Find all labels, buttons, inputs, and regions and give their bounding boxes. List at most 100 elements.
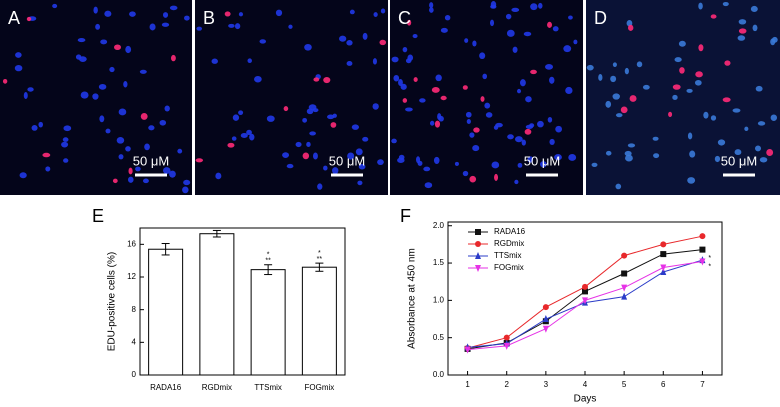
nucleus xyxy=(627,143,636,148)
nucleus xyxy=(339,35,347,42)
nucleus xyxy=(75,54,82,60)
nucleus xyxy=(372,103,379,110)
nucleus xyxy=(19,172,27,179)
nucleus xyxy=(23,92,28,99)
nucleus xyxy=(159,119,167,126)
nucleus xyxy=(717,139,726,146)
nucleus xyxy=(247,58,252,64)
nucleus xyxy=(144,143,150,151)
nucleus xyxy=(351,124,360,130)
nucleus xyxy=(125,45,132,54)
nucleus xyxy=(482,73,488,80)
nucleus xyxy=(182,186,189,194)
edu-nucleus xyxy=(140,112,148,120)
edu-nucleus xyxy=(668,111,673,117)
nucleus xyxy=(674,57,682,63)
edu-nucleus xyxy=(302,152,310,160)
nucleus xyxy=(555,125,562,133)
nucleus xyxy=(286,163,294,169)
nucleus xyxy=(135,166,141,172)
nucleus xyxy=(750,5,758,13)
x-tick-label: RGDmix xyxy=(202,383,232,392)
nucleus xyxy=(142,178,149,184)
significance: * xyxy=(267,252,270,259)
nucleus xyxy=(472,40,477,47)
panel-label: B xyxy=(203,8,215,28)
edu-nucleus xyxy=(170,54,176,62)
edu-nucleus xyxy=(128,167,133,175)
marker xyxy=(475,252,481,259)
nucleus xyxy=(687,177,696,184)
nucleus xyxy=(565,86,573,95)
marker xyxy=(464,346,471,354)
edu-nucleus xyxy=(224,11,231,17)
nucleus xyxy=(466,119,471,124)
nucleus xyxy=(530,3,538,11)
nucleus xyxy=(514,179,519,185)
nucleus xyxy=(52,3,58,9)
y-axis-label: Absorbance at 450 nm xyxy=(407,248,418,349)
nucleus xyxy=(116,136,125,144)
edu-nucleus xyxy=(724,60,731,66)
marker xyxy=(621,252,628,259)
nucleus xyxy=(417,160,423,166)
x-tick-label: 3 xyxy=(544,380,549,389)
edu-nucleus xyxy=(473,127,480,133)
nucleus xyxy=(484,102,491,109)
nucleus xyxy=(45,166,51,172)
nucleus xyxy=(312,108,319,113)
nucleus xyxy=(391,56,399,63)
nucleus xyxy=(31,125,38,131)
edu-nucleus xyxy=(112,178,118,184)
nucleus xyxy=(149,23,156,31)
nucleus xyxy=(755,85,763,92)
edu-nucleus xyxy=(434,120,441,128)
nucleus xyxy=(129,11,136,17)
nucleus xyxy=(302,117,308,123)
edu-nucleus xyxy=(227,142,235,148)
nucleus xyxy=(435,74,442,82)
nucleus xyxy=(282,152,290,158)
bar xyxy=(148,248,184,376)
nucleus xyxy=(412,33,418,39)
nucleus xyxy=(642,84,650,90)
panel-label: E xyxy=(92,206,104,226)
nucleus xyxy=(118,154,124,160)
x-tick-label: FOGmix xyxy=(304,383,334,392)
nucleus xyxy=(266,115,275,122)
nucleus xyxy=(105,128,111,134)
edu-nucleus xyxy=(480,96,485,102)
nucleus xyxy=(169,5,178,11)
edu-nucleus xyxy=(547,21,553,28)
nucleus xyxy=(332,167,339,175)
marker xyxy=(660,251,667,258)
marker xyxy=(542,315,549,323)
nucleus xyxy=(196,26,203,31)
edu-nucleus xyxy=(26,16,32,22)
nucleus xyxy=(511,7,520,13)
nucleus xyxy=(429,2,434,9)
nucleus xyxy=(355,148,363,156)
nucleus xyxy=(125,146,131,152)
nucleus xyxy=(349,9,355,15)
nucleus xyxy=(38,121,43,128)
nucleus xyxy=(738,19,747,25)
nucleus xyxy=(615,113,623,118)
nucleus xyxy=(568,15,573,20)
nucleus xyxy=(605,150,612,156)
nucleus xyxy=(624,150,632,157)
edu-nucleus xyxy=(42,152,51,158)
nucleus xyxy=(215,172,222,180)
nucleus xyxy=(398,78,403,87)
nucleus xyxy=(540,161,547,168)
nucleus xyxy=(752,24,758,32)
y-tick-label: 2.0 xyxy=(433,221,445,230)
significance: * xyxy=(708,255,711,262)
edu-nucleus xyxy=(407,19,412,26)
nucleus xyxy=(104,10,112,17)
nucleus xyxy=(424,182,433,189)
edu-nucleus xyxy=(679,67,685,74)
edu-nucleus xyxy=(469,175,477,183)
panel-label: C xyxy=(398,8,411,28)
nucleus xyxy=(92,93,99,100)
